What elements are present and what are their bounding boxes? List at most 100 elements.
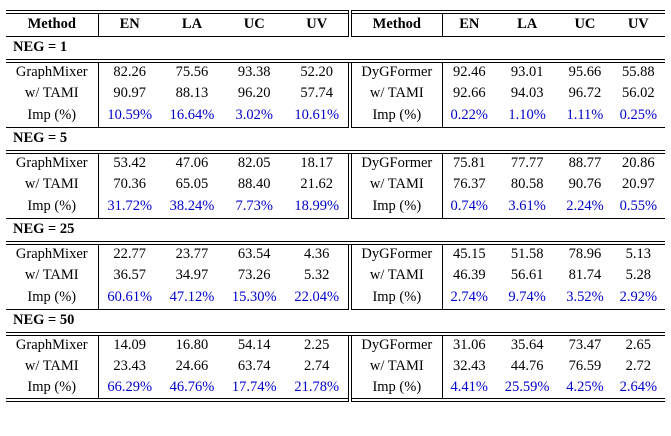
value-cell: 92.66	[452, 85, 486, 102]
col-header-method-right: Method	[350, 12, 443, 37]
value-cell: 17.74%	[231, 379, 277, 396]
value-cell: 54.14	[237, 337, 271, 354]
value-cell: 47.12%	[169, 289, 215, 306]
value-cell: 73.26	[237, 267, 271, 284]
method-cell: Imp (%)	[350, 378, 443, 400]
method-cell: DyGFormer	[350, 61, 443, 83]
value-cell: 3.61%	[508, 198, 546, 215]
value-cell: 9.74%	[508, 289, 546, 306]
data-row: w/ TAMI 90.97 88.13 96.20 57.74 w/ TAMI 92.66 9…	[6, 83, 665, 105]
value-cell: 10.61%	[285, 105, 353, 127]
value-cell: 76.37	[452, 176, 486, 193]
results-table: Method EN LA UC UV Method EN LA UC UV NE…	[6, 10, 665, 402]
value-cell: 31.06	[452, 337, 486, 354]
value-cell: 5.13	[625, 246, 651, 263]
value-cell: 77.77	[510, 155, 544, 172]
method-cell: w/ TAMI	[6, 83, 99, 105]
value-cell: 82.05	[237, 155, 271, 172]
section-header-row: NEG = 25	[6, 217, 665, 245]
value-cell: 82.26	[113, 64, 146, 81]
value-cell: 45.15	[452, 246, 486, 263]
value-cell: 2.64%	[619, 379, 658, 396]
value-cell: 5.28	[625, 267, 651, 284]
value-cell: 75.56	[175, 64, 209, 81]
method-cell: w/ TAMI	[350, 265, 443, 287]
data-row: GraphMixer 14.09 16.80 54.14 2.25 DyGFormer 31…	[6, 334, 665, 356]
value-cell: 0.25%	[619, 107, 658, 124]
data-row: GraphMixer 22.77 23.77 63.54 4.36 DyGFormer 45…	[6, 243, 665, 265]
value-cell: 44.76	[510, 358, 544, 375]
method-cell: DyGFormer	[350, 243, 443, 265]
section-header-row: NEG = 5	[6, 126, 665, 154]
section-label: NEG = 25	[6, 217, 665, 245]
value-cell: 0.22%	[450, 107, 489, 124]
value-cell: 2.72	[625, 358, 651, 375]
method-cell: Imp (%)	[350, 196, 443, 218]
value-cell: 22.04%	[285, 287, 353, 309]
paper-page: Method EN LA UC UV Method EN LA UC UV NE…	[6, 10, 665, 402]
section-header-row: NEG = 1	[6, 35, 665, 63]
value-cell: 14.09	[113, 337, 146, 354]
value-cell: 23.77	[175, 246, 209, 263]
method-cell: Imp (%)	[6, 287, 99, 309]
improvement-row: Imp (%) 31.72% 38.24% 7.73% 18.99% Imp (%) 0.7…	[6, 196, 665, 218]
value-cell: 90.76	[568, 176, 602, 193]
value-cell: 21.62	[285, 174, 353, 196]
value-cell: 70.36	[113, 176, 146, 193]
value-cell: 0.74%	[450, 198, 489, 215]
value-cell: 2.25	[285, 334, 353, 356]
method-cell: DyGFormer	[350, 334, 443, 356]
header-row: Method EN LA UC UV Method EN LA UC UV	[6, 12, 665, 37]
results-table-body: NEG = 1 GraphMixer 82.26 75.56 93.38 52.20 DyG…	[6, 35, 665, 400]
method-cell: w/ TAMI	[6, 356, 99, 378]
value-cell: 24.66	[175, 358, 209, 375]
value-cell: 16.80	[175, 337, 209, 354]
value-cell: 4.36	[285, 243, 353, 265]
method-cell: w/ TAMI	[6, 174, 99, 196]
value-cell: 65.05	[175, 176, 209, 193]
data-row: w/ TAMI 70.36 65.05 88.40 21.62 w/ TAMI 76.37 8…	[6, 174, 665, 196]
col-header-la-right: LA	[496, 12, 559, 37]
method-cell: w/ TAMI	[350, 83, 443, 105]
data-row: GraphMixer 53.42 47.06 82.05 18.17 DyGFormer 7…	[6, 152, 665, 174]
value-cell: 75.81	[452, 155, 486, 172]
value-cell: 23.43	[113, 358, 146, 375]
value-cell: 96.20	[237, 85, 271, 102]
value-cell: 95.66	[568, 64, 602, 81]
section-label: NEG = 1	[6, 35, 665, 63]
col-header-method-left: Method	[6, 12, 99, 37]
value-cell: 32.43	[452, 358, 486, 375]
value-cell: 25.59%	[504, 379, 550, 396]
value-cell: 3.52%	[566, 289, 604, 306]
value-cell: 73.47	[568, 337, 602, 354]
value-cell: 5.32	[285, 265, 353, 287]
value-cell: 47.06	[175, 155, 209, 172]
value-cell: 2.24%	[566, 198, 604, 215]
value-cell: 52.20	[285, 61, 353, 83]
value-cell: 4.25%	[566, 379, 604, 396]
value-cell: 31.72%	[107, 198, 153, 215]
method-cell: w/ TAMI	[350, 356, 443, 378]
value-cell: 81.74	[568, 267, 602, 284]
method-cell: w/ TAMI	[6, 265, 99, 287]
method-cell: GraphMixer	[6, 334, 99, 356]
method-cell: GraphMixer	[6, 243, 99, 265]
value-cell: 56.02	[621, 85, 655, 102]
value-cell: 53.42	[113, 155, 146, 172]
value-cell: 18.17	[285, 152, 353, 174]
value-cell: 21.78%	[285, 378, 353, 400]
value-cell: 60.61%	[107, 289, 153, 306]
value-cell: 51.58	[510, 246, 544, 263]
value-cell: 94.03	[510, 85, 544, 102]
value-cell: 56.61	[510, 267, 544, 284]
col-header-en-left: EN	[98, 12, 161, 37]
value-cell: 96.72	[568, 85, 602, 102]
improvement-row: Imp (%) 66.29% 46.76% 17.74% 21.78% Imp (%) 4.…	[6, 378, 665, 400]
value-cell: 57.74	[285, 83, 353, 105]
method-cell: GraphMixer	[6, 61, 99, 83]
value-cell: 80.58	[510, 176, 544, 193]
value-cell: 2.74%	[450, 289, 489, 306]
value-cell: 1.11%	[566, 107, 604, 124]
value-cell: 55.88	[621, 64, 655, 81]
value-cell: 92.46	[452, 64, 486, 81]
